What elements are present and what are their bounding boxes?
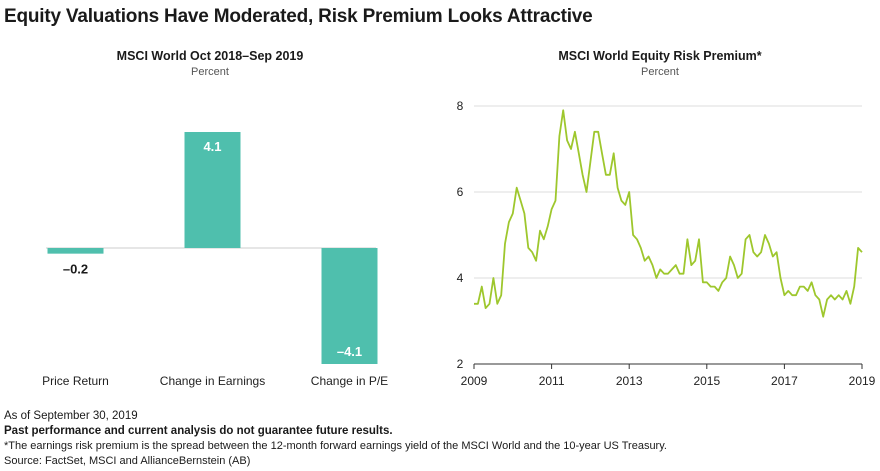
footer-source: Source: FactSet, MSCI and AllianceBernst… xyxy=(4,455,251,467)
bar xyxy=(184,132,241,248)
bar-category-label: Change in P/E xyxy=(311,374,388,388)
bar-chart-subtitle: Percent xyxy=(191,66,229,78)
line-chart: 2 4 6 8 2009 2011 2013 2015 2017 2019 xyxy=(457,99,876,388)
y-tick-label: 8 xyxy=(457,99,464,113)
bar xyxy=(47,248,104,254)
bar-chart: –0.2 Price Return 4.1 Change in Earnings –4.… xyxy=(42,132,388,388)
footer-note: *The earnings risk premium is the spread… xyxy=(4,440,667,452)
x-tick-label: 2017 xyxy=(771,374,798,388)
x-tick-label: 2009 xyxy=(461,374,488,388)
bar-category-label: Price Return xyxy=(42,374,109,388)
line-chart-subtitle: Percent xyxy=(641,66,679,78)
bar xyxy=(321,248,378,364)
page-title: Equity Valuations Have Moderated, Risk P… xyxy=(4,6,593,27)
x-tick-label: 2013 xyxy=(616,374,643,388)
x-tick-label: 2011 xyxy=(539,374,565,388)
x-tick-label: 2015 xyxy=(693,374,720,388)
y-tick-label: 4 xyxy=(457,271,464,285)
footer-date: As of September 30, 2019 xyxy=(4,410,138,422)
bar-chart-title: MSCI World Oct 2018–Sep 2019 xyxy=(116,49,304,63)
bar-value-label: 4.1 xyxy=(203,139,221,154)
y-tick-label: 6 xyxy=(457,185,464,199)
footer-disclaimer: Past performance and current analysis do… xyxy=(4,425,393,437)
y-tick-label: 2 xyxy=(457,357,464,371)
bar-value-label: –0.2 xyxy=(63,262,88,277)
bar-value-label: –4.1 xyxy=(337,344,362,359)
line-chart-title: MSCI World Equity Risk Premium* xyxy=(558,49,762,63)
x-tick-label: 2019 xyxy=(849,374,876,388)
risk-premium-line xyxy=(474,109,863,318)
bar-category-label: Change in Earnings xyxy=(160,374,265,388)
